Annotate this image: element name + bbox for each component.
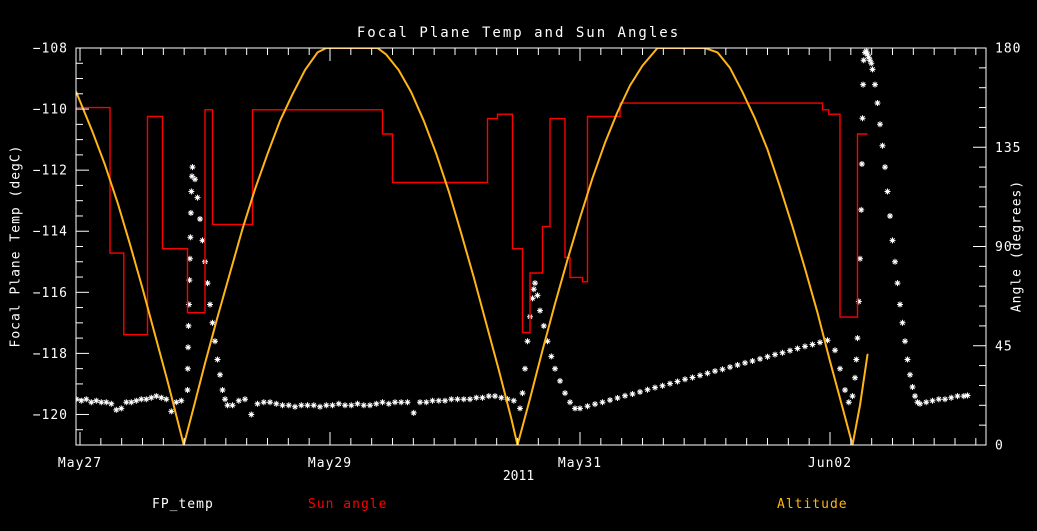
svg-text:−120: −120 bbox=[33, 408, 68, 423]
svg-text:−108: −108 bbox=[33, 42, 68, 57]
legend-item-altitude: Altitude bbox=[777, 497, 848, 512]
series-altitude bbox=[76, 48, 869, 445]
axes: −108 −110 −112 −114 −116 −118 −120 0 45 90 135 180 M… bbox=[33, 42, 1021, 472]
series-fp_temp bbox=[76, 48, 971, 418]
svg-text:−118: −118 bbox=[33, 347, 68, 362]
svg-text:−112: −112 bbox=[33, 164, 68, 179]
svg-text:−114: −114 bbox=[33, 225, 68, 240]
svg-text:−110: −110 bbox=[33, 103, 68, 118]
series-layer bbox=[76, 48, 971, 445]
y-left-axis-title: Focal Plane Temp (degC) bbox=[8, 144, 24, 348]
svg-text:May31: May31 bbox=[558, 456, 602, 471]
svg-text:−116: −116 bbox=[33, 286, 68, 301]
svg-text:May27: May27 bbox=[58, 456, 102, 471]
x-axis-year-label: 2011 bbox=[502, 469, 535, 484]
svg-text:May29: May29 bbox=[308, 456, 352, 471]
svg-text:90: 90 bbox=[995, 240, 1013, 255]
chart-title: Focal Plane Temp and Sun Angles bbox=[356, 25, 681, 41]
y-right-axis-title: Angle (degrees) bbox=[1009, 179, 1025, 313]
svg-text:135: 135 bbox=[995, 141, 1021, 156]
svg-text:45: 45 bbox=[995, 339, 1013, 354]
svg-text:Jun02: Jun02 bbox=[808, 456, 852, 471]
legend-item-fp-temp: FP_temp bbox=[152, 497, 214, 512]
svg-text:180: 180 bbox=[995, 42, 1021, 57]
legend-item-sun-angle: Sun angle bbox=[308, 497, 388, 512]
svg-text:0: 0 bbox=[995, 439, 1004, 454]
series-sun-angle bbox=[76, 102, 868, 336]
